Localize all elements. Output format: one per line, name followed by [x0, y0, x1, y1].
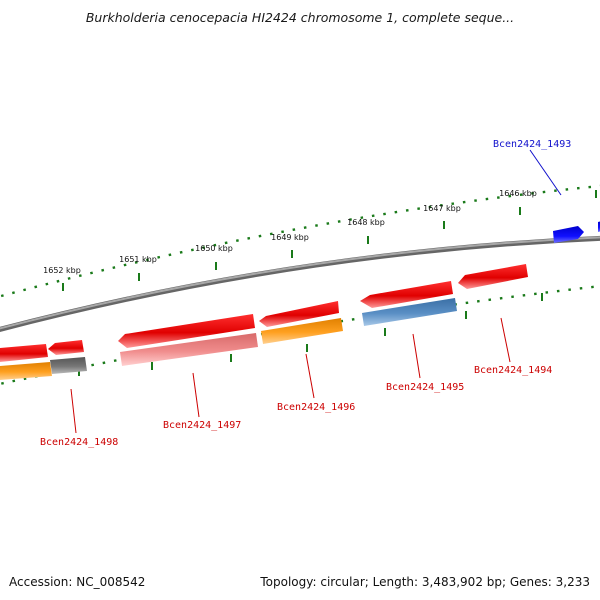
gene-label-1493[interactable]: Bcen2424_1493	[493, 139, 571, 150]
tick-label-1649: 1649 kbp	[271, 233, 309, 242]
tick-label-1646: 1646 kbp	[499, 189, 537, 198]
topology-text: Topology: circular; Length: 3,483,902 bp…	[260, 575, 590, 589]
gene-bcen2424-1498-lower-orange[interactable]	[0, 362, 52, 380]
accession-text: Accession: NC_008542	[9, 575, 146, 589]
genome-backbone	[0, 236, 600, 330]
gene-bcen2424-1494[interactable]	[458, 264, 528, 289]
gene-label-1496[interactable]: Bcen2424_1496	[277, 402, 355, 413]
gene-bcen2424-1498-upper-a[interactable]	[48, 340, 84, 355]
gene-bcen2424-1496-upper[interactable]	[259, 301, 339, 327]
gene-bcen2424-1495-upper[interactable]	[360, 281, 453, 308]
gene-bcen2424-1495-lower[interactable]	[362, 298, 457, 326]
gene-label-1498[interactable]: Bcen2424_1498	[40, 437, 118, 448]
label-leader-lines	[70, 149, 562, 434]
tick-label-1651: 1651 kbp	[119, 255, 157, 264]
gene-bcen2424-1498-lower-gray[interactable]	[50, 357, 87, 374]
gene-bcen2424-1497-upper[interactable]	[118, 314, 255, 348]
gene-bcen2424-1498-upper-b[interactable]	[0, 344, 48, 362]
inner-major-ticks	[78, 293, 543, 376]
tick-label-1648: 1648 kbp	[347, 218, 385, 227]
gene-label-1495[interactable]: Bcen2424_1495	[386, 382, 464, 393]
gene-bcen2424-1497-lower[interactable]	[120, 333, 258, 366]
tick-label-1650: 1650 kbp	[195, 244, 233, 253]
tick-label-1647: 1647 kbp	[423, 204, 461, 213]
gene-label-1497[interactable]: Bcen2424_1497	[163, 420, 241, 431]
tick-label-1652: 1652 kbp	[43, 266, 81, 275]
gene-label-1494[interactable]: Bcen2424_1494	[474, 365, 552, 376]
gene-bcen2424-1496-lower[interactable]	[261, 318, 343, 344]
map-title: Burkholderia cenocepacia HI2424 chromoso…	[85, 10, 515, 25]
outer-major-ticks	[62, 190, 597, 291]
